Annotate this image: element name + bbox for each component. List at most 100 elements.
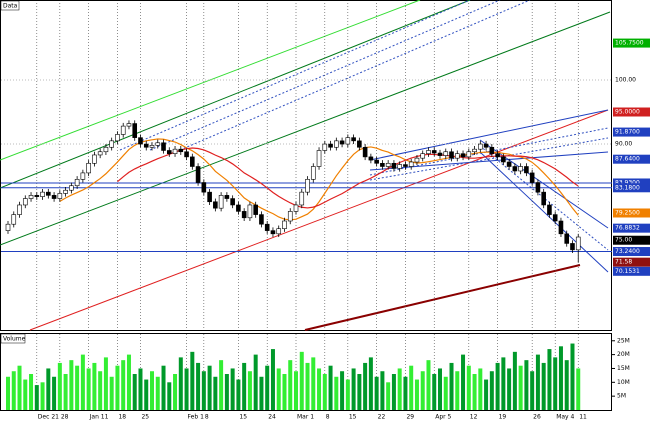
volume-bar: [86, 368, 91, 410]
x-tick-label: 19: [499, 414, 507, 421]
candle-body: [155, 142, 161, 146]
volume-bar: [265, 365, 270, 410]
volume-bar: [69, 360, 74, 410]
volume-bar: [478, 368, 483, 410]
price-label: 83.9300: [615, 179, 640, 186]
candle-body: [541, 191, 546, 206]
volume-bar: [6, 376, 10, 410]
candle-body: [547, 204, 552, 215]
candle-body: [40, 191, 45, 197]
volume-bar: [495, 362, 500, 410]
x-tick-label: 8: [205, 414, 209, 421]
volume-bar: [357, 374, 362, 410]
candle-body: [472, 148, 477, 153]
candle-body: [397, 164, 402, 169]
candle-body: [501, 156, 506, 163]
volume-bar: [80, 354, 85, 410]
price-label-box: [613, 208, 650, 218]
x-tick-label: 12: [470, 414, 478, 421]
candle-body: [454, 153, 460, 159]
candle-body: [86, 162, 91, 174]
candle-body: [207, 191, 212, 203]
x-tick-label: Mar 1: [297, 414, 314, 421]
candle-body: [535, 182, 541, 193]
y-tick-label: 90.00: [615, 141, 632, 148]
volume-bar: [92, 362, 97, 410]
candle-body: [74, 179, 80, 187]
trend-line: [179, 0, 531, 151]
candle-body: [259, 214, 264, 225]
x-tick-label: 15: [239, 414, 247, 421]
price-label-box: [613, 257, 650, 267]
volume-bar: [150, 371, 154, 410]
candle-body: [230, 198, 235, 206]
candle-body: [143, 143, 149, 148]
volume-bar: [391, 374, 396, 410]
candle-body: [17, 204, 22, 215]
candle-body: [190, 156, 195, 167]
candle-body: [195, 166, 201, 183]
volume-bar: [213, 376, 218, 410]
candle-body: [351, 137, 356, 142]
volume-bar: [564, 360, 569, 410]
moving-average: [117, 147, 579, 209]
candle-body: [518, 166, 523, 172]
trend-line: [0, 11, 611, 246]
trend-line: [369, 137, 609, 181]
volume-bar: [178, 357, 183, 410]
volume-tick-label: 20M: [617, 351, 630, 358]
volume-bar: [461, 354, 466, 410]
volume-bar: [253, 354, 258, 410]
volume-bar: [103, 357, 108, 410]
candle-body: [380, 162, 385, 167]
volume-bar: [426, 360, 431, 410]
x-tick-label: 24: [268, 414, 276, 421]
volume-bar: [40, 382, 45, 410]
volume-bar: [501, 357, 506, 410]
volume-bar: [224, 374, 229, 410]
candle-body: [253, 204, 258, 215]
candle-body: [247, 204, 253, 219]
x-tick-label: 11: [579, 414, 587, 421]
volume-bar: [167, 382, 172, 410]
volume-bar: [282, 374, 287, 410]
volume-bar: [524, 360, 529, 410]
volume-bar: [340, 371, 345, 410]
candle-body: [184, 151, 189, 158]
volume-bar: [34, 385, 39, 410]
volume-bar: [409, 365, 414, 410]
volume-bar: [322, 374, 327, 410]
candle-body: [489, 146, 495, 154]
volume-bar: [438, 368, 442, 410]
candle-body: [103, 146, 109, 153]
candle-body: [34, 195, 40, 197]
volume-bar: [374, 376, 379, 410]
volume-tick-label: 10M: [617, 379, 630, 386]
candle-body: [178, 148, 184, 153]
candle-body: [339, 140, 345, 145]
price-label: 76.8832: [615, 225, 640, 232]
candle-body: [97, 151, 103, 156]
price-label: 87.6400: [615, 156, 640, 163]
volume-bar: [397, 368, 402, 410]
trend-line: [0, 0, 471, 189]
candle-body: [5, 223, 11, 231]
candle-body: [120, 125, 126, 135]
volume-bar: [449, 362, 454, 410]
volume-bar: [547, 349, 552, 410]
volume-bar: [576, 368, 581, 410]
volume-bar: [155, 376, 160, 410]
candle-body: [437, 152, 443, 156]
candle-body: [172, 148, 178, 154]
candle-body: [282, 220, 287, 229]
trend-line: [119, 0, 471, 151]
volume-bar: [196, 362, 201, 410]
x-tick-label: 8: [326, 414, 330, 421]
volume-bar: [121, 360, 126, 410]
volume-bar: [219, 360, 224, 410]
candle-body: [80, 172, 86, 180]
price-label-box: [613, 154, 650, 164]
candle-body: [236, 204, 241, 212]
volume-tick-label: 25M: [617, 337, 630, 344]
trend-line: [479, 145, 609, 251]
